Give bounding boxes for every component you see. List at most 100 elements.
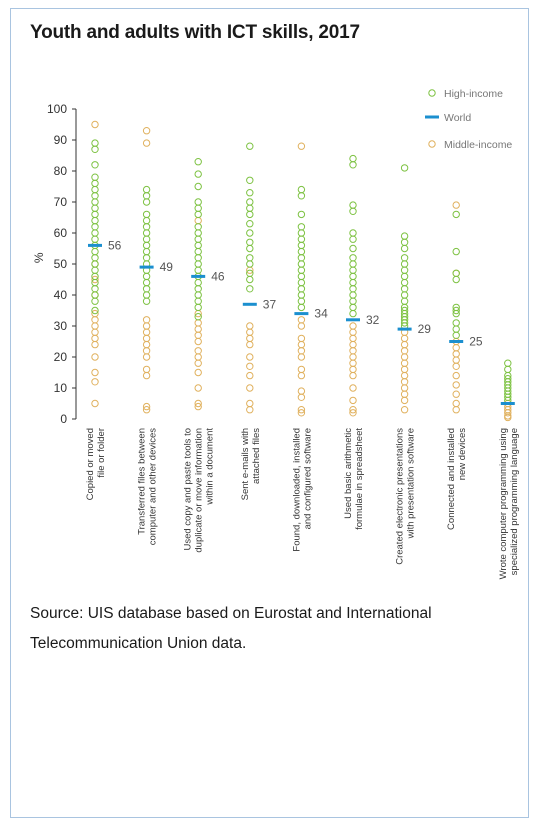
y-tick-label: 100 — [47, 102, 67, 116]
high-income-point — [297, 192, 306, 200]
middle-income-point — [246, 322, 254, 330]
high-income-point — [297, 229, 306, 237]
middle-income-point — [400, 378, 409, 386]
middle-income-point — [349, 353, 357, 361]
high-income-point — [400, 278, 409, 287]
middle-income-point — [194, 325, 202, 333]
high-income-point — [91, 139, 99, 147]
high-income-point — [91, 266, 99, 274]
high-income-point — [349, 207, 357, 216]
middle-income-point — [194, 347, 202, 355]
legend-label: High-income — [444, 88, 503, 100]
middle-income-point — [246, 362, 254, 370]
high-income-point — [194, 313, 202, 321]
middle-income-point — [400, 340, 409, 349]
y-tick-label: 40 — [54, 288, 68, 302]
high-income-point — [452, 325, 460, 333]
high-income-point — [142, 210, 151, 219]
category-label-line: Sent e-mails with — [240, 428, 251, 500]
high-income-point — [246, 260, 254, 268]
high-income-point — [349, 260, 357, 268]
high-income-point — [246, 142, 254, 150]
world-value-label: 25 — [469, 335, 483, 349]
middle-income-point — [194, 337, 202, 346]
high-income-point — [194, 278, 202, 287]
high-income-point — [349, 278, 357, 287]
high-income-point — [142, 223, 151, 231]
high-income-point — [91, 260, 99, 268]
category-label-line: within a document — [205, 428, 216, 506]
high-income-point — [349, 244, 357, 253]
category-label: Found, downloaded, installed and configur… — [291, 428, 313, 552]
high-income-point — [246, 244, 254, 253]
legend-label: Middle-income — [444, 139, 512, 151]
category-label-line: specialized programming language — [509, 428, 520, 575]
high-income-point — [142, 235, 151, 243]
middle-income-point — [297, 340, 306, 349]
high-income-point — [91, 210, 99, 219]
high-income-point — [246, 238, 254, 247]
high-income-point — [91, 204, 99, 212]
middle-income-point — [194, 216, 202, 225]
high-income-point — [142, 198, 151, 206]
high-income-point — [194, 247, 202, 256]
middle-income-point — [91, 340, 99, 349]
high-income-point — [91, 145, 99, 154]
legend-label: World — [444, 112, 471, 124]
world-value-label: 29 — [418, 322, 432, 336]
middle-income-point — [194, 353, 202, 361]
middle-income-point — [142, 322, 151, 330]
middle-income-point — [349, 322, 357, 330]
category-label-line: Copied or moved — [85, 428, 96, 500]
middle-income-point — [400, 365, 409, 374]
high-income-point — [142, 297, 151, 305]
high-income-point — [194, 285, 202, 293]
category-label: Used basic arithmetic formulae in spreads… — [343, 428, 365, 530]
middle-income-point — [194, 331, 202, 339]
high-income-point — [194, 170, 202, 178]
high-income-point — [349, 303, 357, 312]
middle-income-point — [91, 328, 99, 336]
middle-income-point — [142, 402, 151, 411]
category-label-line: Used basic arithmetic — [343, 428, 354, 519]
high-income-point — [452, 247, 460, 256]
middle-income-point — [142, 340, 151, 349]
high-income-point — [91, 216, 99, 225]
middle-income-point — [400, 406, 409, 414]
middle-income-point — [452, 390, 460, 398]
high-income-point — [504, 359, 512, 367]
middle-income-point — [349, 396, 357, 405]
middle-income-point — [297, 322, 306, 330]
high-income-point — [142, 241, 151, 250]
y-tick-label: 80 — [54, 164, 68, 178]
middle-income-point — [400, 347, 409, 355]
category-label: Sent e-mails with attached files — [240, 428, 262, 501]
high-income-point — [349, 154, 357, 163]
y-tick-label: 60 — [54, 226, 68, 240]
middle-income-point — [297, 409, 306, 417]
middle-income-point — [194, 384, 202, 392]
high-income-point — [349, 272, 357, 281]
high-income-point — [194, 210, 202, 219]
category-label-line: new devices — [457, 428, 468, 481]
high-income-point — [452, 306, 460, 315]
world-markers: 56 49 46 37 34 32 29 25 — [88, 238, 515, 405]
chart-title: Youth and adults with ICT skills, 2017 — [30, 22, 360, 43]
middle-income-point — [194, 399, 202, 408]
category-label: Connected and installed new devices — [446, 428, 468, 530]
middle-income-point — [91, 322, 99, 330]
middle-income-point — [91, 120, 99, 129]
middle-income-point — [194, 402, 202, 411]
middle-income-point — [246, 334, 254, 343]
world-value-label: 49 — [160, 260, 174, 274]
high-income-point — [194, 291, 202, 299]
middle-income-point — [297, 406, 306, 414]
middle-income-point — [91, 399, 99, 408]
high-income-point — [91, 291, 99, 299]
high-income-point — [400, 254, 409, 262]
category-label-line: formulae in spreadsheet — [354, 428, 365, 530]
high-income-point — [452, 275, 460, 284]
high-income-point — [246, 220, 254, 228]
middle-income-point — [452, 371, 460, 380]
high-income-point — [400, 244, 409, 253]
